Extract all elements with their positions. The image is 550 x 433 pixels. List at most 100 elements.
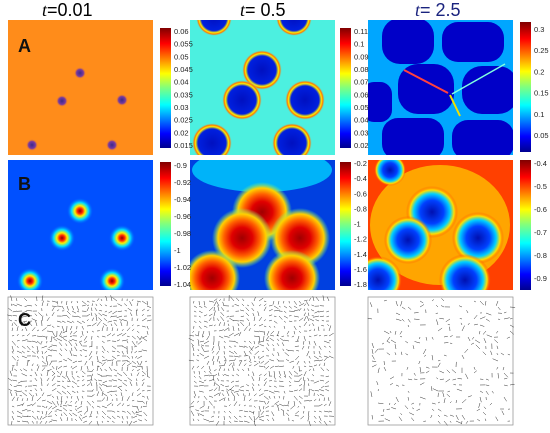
quiver-arrow — [313, 368, 315, 372]
quiver-arrow — [111, 420, 115, 423]
quiver-arrow — [131, 328, 135, 332]
quiver-arrow — [243, 350, 247, 356]
quiver-arrow — [476, 408, 481, 412]
quiver-arrow — [263, 373, 267, 377]
quiver-arrow — [277, 338, 280, 342]
quiver-arrow — [199, 413, 205, 417]
heatmap-B2 — [190, 160, 335, 290]
quiver-arrow — [461, 354, 465, 360]
quiver-arrow — [413, 318, 420, 320]
quiver-arrow — [234, 303, 240, 307]
quiver-arrow — [443, 420, 448, 426]
quiver-arrow — [126, 396, 130, 402]
quiver-arrow — [95, 315, 98, 322]
quiver-arrow — [251, 307, 255, 312]
quiver-arrow — [112, 297, 118, 302]
quiver-arrow — [400, 300, 403, 307]
quiver-arrow — [286, 412, 290, 417]
quiver-arrow — [11, 396, 15, 402]
quiver-arrow — [253, 355, 255, 359]
quiver-arrow — [253, 340, 255, 345]
quiver-arrow — [146, 395, 149, 400]
quiver-arrow — [285, 359, 290, 362]
quiver-arrow — [63, 359, 68, 362]
quiver-arrow — [238, 360, 243, 362]
quiver-arrow — [399, 330, 403, 335]
quiver-arrow — [98, 317, 103, 322]
quiver-arrow — [91, 322, 97, 327]
quiver-arrow — [36, 410, 40, 413]
colorbar-tick-label: -1.04 — [174, 280, 191, 289]
quiver-arrow — [56, 390, 62, 395]
quiver-arrow — [8, 308, 13, 312]
quiver-arrow — [136, 365, 143, 368]
quiver-arrow — [223, 397, 226, 402]
quiver-arrow — [141, 349, 148, 352]
quiver-arrow — [131, 340, 136, 347]
quiver-arrow — [13, 385, 18, 387]
quiver-arrow — [223, 361, 227, 367]
colorbar-tick-label: 0.25 — [534, 46, 549, 55]
quiver-arrow — [198, 390, 204, 393]
quiver-arrow — [277, 300, 280, 305]
quiver-arrow — [90, 381, 93, 387]
quiver-arrow — [309, 318, 315, 322]
quiver-arrow — [279, 365, 285, 367]
quiver-arrow — [126, 335, 130, 338]
quiver-arrow — [36, 350, 39, 354]
quiver-arrow — [260, 410, 265, 415]
quiver-arrow — [16, 345, 19, 349]
quiver-arrow — [407, 378, 413, 381]
quiver-arrow — [268, 305, 273, 307]
row-label-A: A — [18, 36, 31, 56]
quiver-arrow — [11, 340, 16, 346]
quiver-arrow — [127, 377, 133, 382]
quiver-arrow — [287, 400, 290, 405]
quiver-arrow — [503, 372, 509, 378]
quiver-arrow — [16, 350, 23, 354]
quiver-arrow — [238, 331, 242, 337]
quiver-arrow — [9, 383, 13, 387]
quiver-arrow — [247, 367, 250, 372]
quiver-arrow — [229, 317, 235, 322]
quiver-arrow — [255, 415, 260, 421]
quiver-arrow — [60, 370, 63, 376]
quiver-arrow — [28, 321, 33, 327]
quiver-arrow — [208, 374, 214, 377]
quiver-arrow — [137, 340, 143, 345]
quiver-arrow — [298, 325, 302, 328]
quiver-arrow — [318, 355, 322, 358]
quiver-arrow — [383, 366, 387, 372]
quiver-arrow — [253, 405, 256, 408]
quiver-arrow — [201, 335, 205, 338]
quiver-arrow — [266, 330, 270, 336]
quiver-arrow — [386, 336, 391, 342]
colorbar-tick-label: -0.6 — [534, 205, 547, 214]
quiver-arrow — [21, 398, 24, 402]
quiver-arrow — [38, 312, 43, 317]
quiver-arrow — [407, 306, 412, 310]
quiver-arrow — [81, 300, 87, 305]
quiver-arrow — [19, 395, 23, 397]
quiver-arrow — [190, 410, 195, 417]
quiver-arrow — [66, 310, 71, 315]
quiver-arrow — [107, 320, 113, 323]
quiver-arrow — [101, 415, 105, 419]
quiver-arrow — [218, 360, 221, 364]
quiver-arrow — [197, 412, 200, 417]
quiver-arrow — [419, 336, 421, 340]
quiver-arrow — [323, 410, 330, 413]
quiver-arrow — [293, 370, 299, 375]
quiver-arrow — [34, 388, 38, 392]
quiver-arrow — [121, 328, 124, 332]
quiver-arrow — [16, 326, 19, 332]
quiver-arrow — [238, 410, 243, 412]
quiver-arrow — [61, 314, 68, 317]
quiver-arrow — [89, 350, 93, 357]
quiver-arrow — [208, 400, 213, 406]
quiver-arrow — [116, 410, 120, 413]
quiver-arrow — [456, 388, 463, 392]
quiver-arrow — [135, 310, 138, 317]
quiver-arrow — [208, 313, 213, 317]
quiver-arrow — [51, 375, 56, 382]
